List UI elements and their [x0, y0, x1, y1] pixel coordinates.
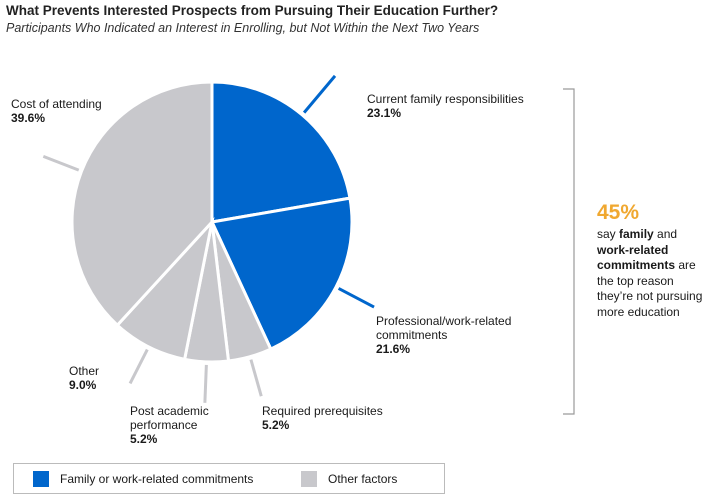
legend-item-other-factors: Other factors [301, 471, 397, 487]
slice-label-required-prerequisites: Required prerequisites 5.2% [262, 404, 383, 432]
legend-label: Other factors [328, 472, 398, 486]
slice-value: 5.2% [262, 418, 290, 432]
legend-swatch [301, 471, 317, 487]
callout-bold-work: work-related commitments [597, 242, 676, 273]
slice-label-other: Other 9.0% [69, 364, 99, 392]
slice-name: Professional/work-related commitments [376, 314, 512, 342]
slice-required-prerequisites-leader [249, 359, 263, 397]
callout-text: say [597, 227, 620, 241]
slice-value: 21.6% [376, 342, 411, 356]
callout-bold-family: family [619, 227, 654, 241]
callout: 45% say family and work-related commitme… [597, 202, 706, 320]
slice-post-academic-leader [203, 364, 208, 403]
slice-cost-of-attending [70, 80, 214, 328]
slice-cost-of-attending-leader [42, 154, 80, 172]
slice-label-current-family: Current family responsibilities 23.1% [367, 92, 524, 120]
slice-value: 9.0% [69, 378, 97, 392]
slice-name: Required prerequisites [262, 404, 383, 418]
slice-name: Cost of attending [11, 97, 102, 111]
slice-value: 5.2% [130, 432, 158, 446]
legend: Family or work-related commitments Other… [13, 463, 445, 494]
callout-bracket [563, 88, 575, 415]
legend-swatch [33, 471, 49, 487]
slice-label-post-academic: Post academic performance 5.2% [130, 404, 225, 446]
chart-subtitle: Participants Who Indicated an Interest i… [6, 21, 480, 35]
legend-label: Family or work-related commitments [60, 472, 254, 486]
callout-text: and [653, 227, 678, 241]
slice-name: Other [69, 364, 100, 378]
slice-other-leader [128, 348, 149, 385]
slice-professional-work [209, 196, 354, 352]
slice-current-family [210, 80, 352, 224]
legend-item-family-work: Family or work-related commitments [33, 471, 253, 487]
slice-value: 39.6% [11, 111, 46, 125]
slice-label-professional-work: Professional/work-related commitments 21… [376, 314, 536, 356]
callout-text: are the top reason they’re not pursuing … [597, 258, 703, 319]
slice-name: Post academic performance [130, 404, 209, 432]
callout-percentage: 45% [597, 201, 640, 224]
chart-title: What Prevents Interested Prospects from … [6, 3, 499, 18]
slice-value: 23.1% [367, 106, 402, 120]
slice-label-cost-of-attending: Cost of attending 39.6% [11, 97, 102, 125]
slice-professional-work-leader [337, 287, 375, 309]
slice-current-family-leader [302, 74, 337, 114]
slice-name: Current family responsibilities [367, 92, 524, 106]
